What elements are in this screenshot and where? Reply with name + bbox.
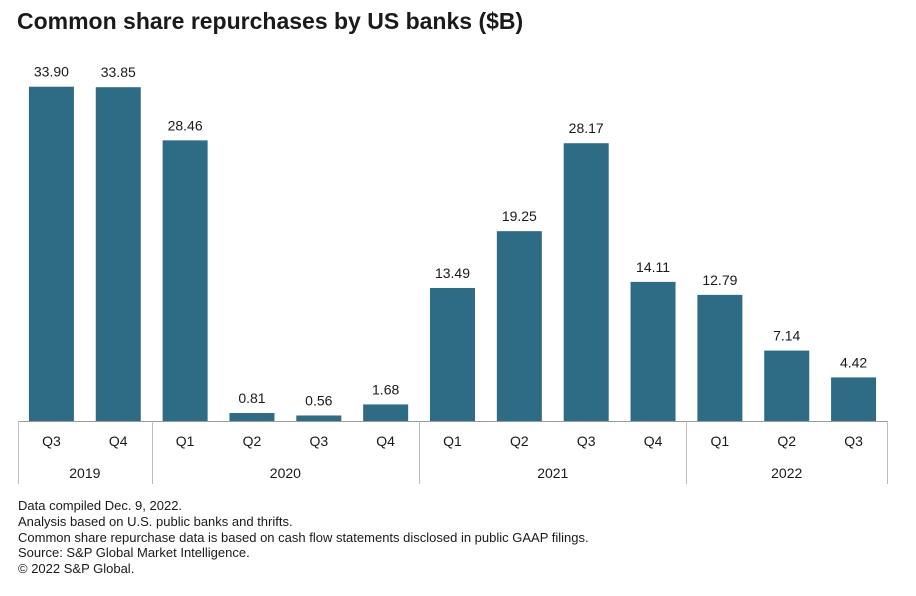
bar-8 (563, 143, 609, 421)
quarter-tick-label-2: Q1 (176, 433, 195, 449)
bar-0 (28, 86, 74, 421)
bar-11 (764, 350, 810, 421)
bar-value-label-6: 13.49 (435, 265, 470, 281)
quarter-tick-label-5: Q4 (376, 433, 395, 449)
bar-value-label-2: 28.46 (168, 117, 203, 133)
year-label-2019: 2019 (69, 465, 100, 481)
footnote-analysis: Analysis based on U.S. public banks and … (18, 513, 293, 529)
footnote-methodology: Common share repurchase data is based on… (18, 529, 589, 545)
chart-title: Common share repurchases by US banks ($B… (17, 8, 524, 34)
bar-1 (95, 87, 141, 421)
quarter-tick-label-11: Q2 (777, 433, 796, 449)
bar-value-label-3: 0.81 (238, 390, 265, 406)
bar-value-label-4: 0.56 (305, 392, 332, 408)
footnotes: Data compiled Dec. 9, 2022. Analysis bas… (18, 498, 589, 577)
bar-value-label-9: 14.11 (636, 259, 670, 275)
bar-2 (162, 140, 208, 421)
bar-12 (831, 377, 877, 421)
footnote-copyright: © 2022 S&P Global. (18, 561, 135, 577)
bar-value-label-7: 19.25 (502, 208, 537, 224)
bar-9 (630, 281, 676, 421)
quarter-tick-label-6: Q1 (443, 433, 462, 449)
bar-10 (697, 294, 743, 421)
quarter-tick-label-7: Q2 (510, 433, 529, 449)
quarter-tick-label-1: Q4 (109, 433, 128, 449)
bar-7 (496, 231, 542, 421)
quarter-tick-label-9: Q4 (644, 433, 663, 449)
footnote-source: Source: S&P Global Market Intelligence. (18, 545, 250, 561)
year-label-2021: 2021 (537, 465, 568, 481)
quarter-tick-label-8: Q3 (577, 433, 596, 449)
quarter-tick-label-12: Q3 (844, 433, 863, 449)
bar-value-label-0: 33.90 (34, 64, 69, 80)
quarter-tick-label-10: Q1 (711, 433, 730, 449)
bar-value-label-8: 28.17 (569, 120, 604, 136)
quarter-tick-label-3: Q2 (243, 433, 262, 449)
bar-6 (430, 287, 475, 421)
bar-value-label-10: 12.79 (702, 272, 737, 288)
year-label-2020: 2020 (270, 465, 301, 481)
bar-value-label-5: 1.68 (372, 381, 399, 397)
quarter-tick-label-4: Q3 (309, 433, 328, 449)
footnote-compiled: Data compiled Dec. 9, 2022. (18, 498, 183, 513)
bar-value-label-12: 4.42 (840, 354, 867, 370)
bar-3 (229, 413, 275, 421)
year-label-2022: 2022 (771, 465, 802, 481)
bar-value-label-11: 7.14 (773, 328, 800, 344)
bar-value-label-1: 33.85 (101, 64, 136, 80)
bar-5 (363, 404, 409, 421)
bar-4 (296, 415, 342, 421)
quarter-tick-label-0: Q3 (42, 433, 61, 449)
